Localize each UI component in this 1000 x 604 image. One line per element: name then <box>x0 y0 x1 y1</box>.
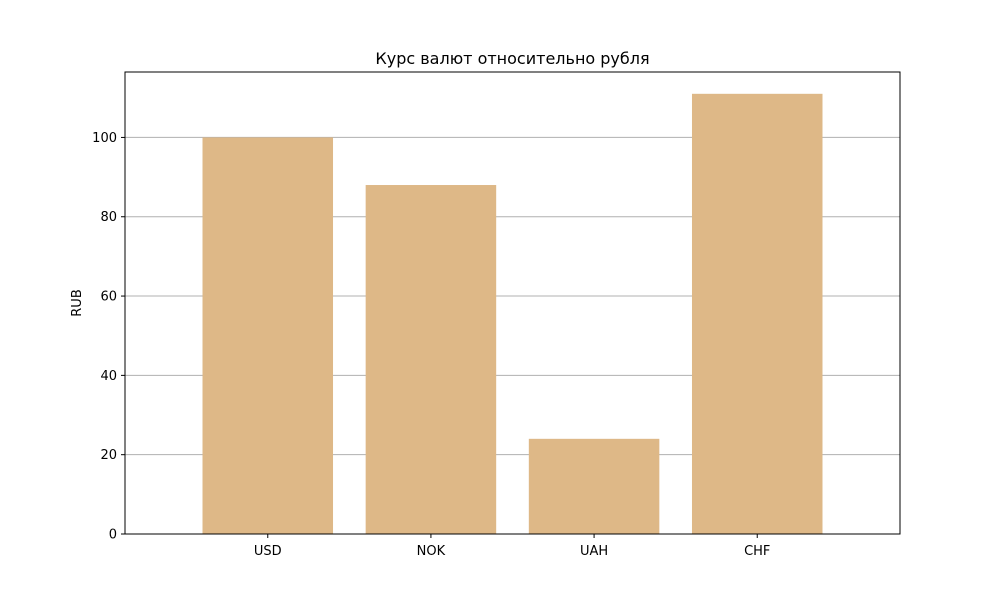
x-tick-label-uah: UAH <box>580 544 608 559</box>
bar-usd <box>202 137 334 534</box>
x-axis-ticks: USD NOK UAH CHF <box>254 534 770 559</box>
y-tick-label: 60 <box>100 290 117 305</box>
x-tick-label-nok: NOK <box>417 544 446 559</box>
y-tick-label: 20 <box>100 448 117 463</box>
bar-chf <box>691 93 823 534</box>
bar-nok <box>365 185 497 534</box>
y-axis-label: RUB <box>70 289 85 316</box>
x-tick-label-usd: USD <box>254 544 282 559</box>
y-tick-label: 100 <box>92 131 117 146</box>
bars <box>202 93 823 534</box>
y-axis-ticks: 0 20 40 60 80 100 <box>92 131 125 543</box>
plot-frame <box>124 71 901 535</box>
y-tick-label: 80 <box>100 210 117 225</box>
y-tick-label: 40 <box>100 369 117 384</box>
y-tick-label: 0 <box>109 528 117 543</box>
x-tick-label-chf: CHF <box>744 544 770 559</box>
chart-title: Курс валют относительно рубля <box>375 49 649 68</box>
bar-uah <box>528 438 660 534</box>
